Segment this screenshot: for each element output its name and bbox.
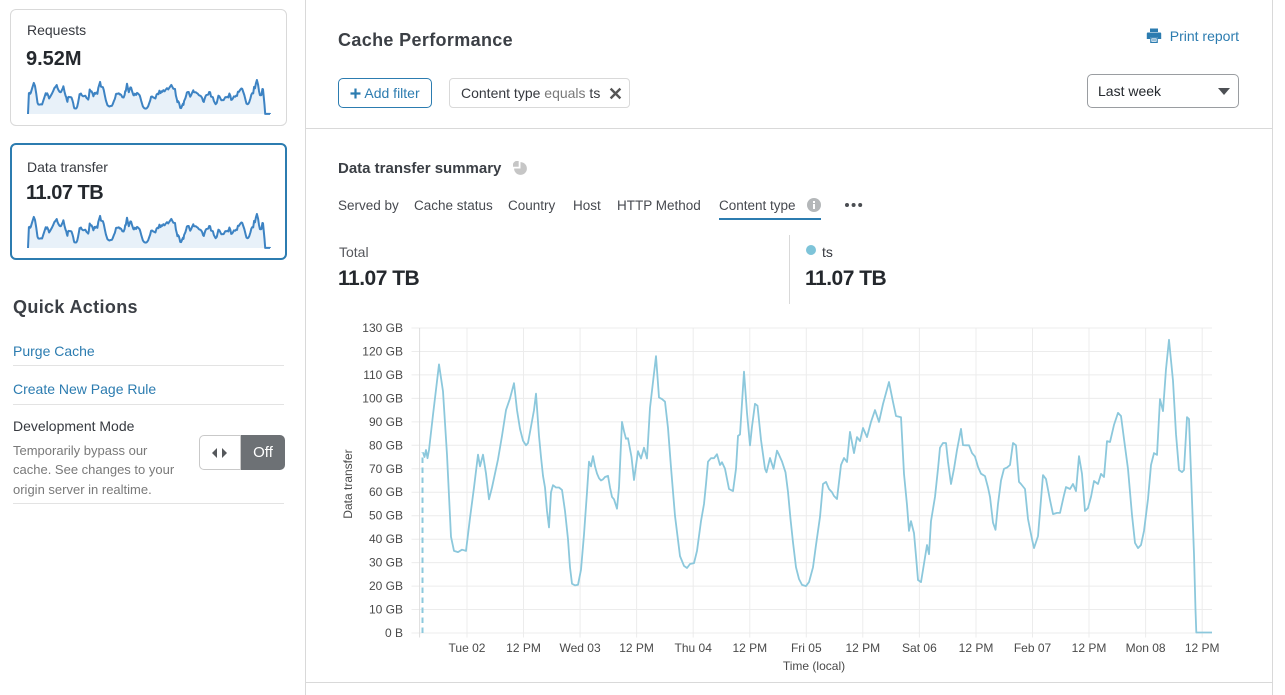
- svg-text:12 PM: 12 PM: [845, 641, 880, 655]
- svg-text:0 B: 0 B: [385, 626, 403, 640]
- svg-text:110 GB: 110 GB: [363, 368, 403, 382]
- svg-text:Feb 07: Feb 07: [1014, 641, 1052, 655]
- svg-text:Time (local): Time (local): [783, 659, 845, 673]
- svg-text:Thu 04: Thu 04: [675, 641, 713, 655]
- svg-text:60 GB: 60 GB: [369, 485, 403, 499]
- svg-text:12 PM: 12 PM: [959, 641, 994, 655]
- svg-text:12 PM: 12 PM: [732, 641, 767, 655]
- svg-text:70 GB: 70 GB: [369, 462, 403, 476]
- svg-text:130 GB: 130 GB: [362, 321, 403, 335]
- svg-text:30 GB: 30 GB: [369, 556, 403, 570]
- svg-text:90 GB: 90 GB: [369, 415, 403, 429]
- svg-text:Sat 06: Sat 06: [902, 641, 937, 655]
- svg-text:Data transfer: Data transfer: [341, 449, 355, 518]
- svg-text:Mon 08: Mon 08: [1126, 641, 1166, 655]
- svg-text:12 PM: 12 PM: [1185, 641, 1220, 655]
- svg-text:Fri 05: Fri 05: [791, 641, 822, 655]
- svg-text:80 GB: 80 GB: [369, 438, 403, 452]
- svg-text:12 PM: 12 PM: [506, 641, 541, 655]
- svg-text:100 GB: 100 GB: [362, 391, 403, 405]
- svg-text:120 GB: 120 GB: [362, 345, 403, 359]
- svg-text:50 GB: 50 GB: [369, 509, 403, 523]
- svg-text:Tue 02: Tue 02: [449, 641, 486, 655]
- svg-text:40 GB: 40 GB: [369, 532, 403, 546]
- svg-text:12 PM: 12 PM: [1072, 641, 1107, 655]
- svg-text:10 GB: 10 GB: [369, 603, 403, 617]
- svg-text:Wed 03: Wed 03: [560, 641, 601, 655]
- svg-text:20 GB: 20 GB: [369, 579, 403, 593]
- svg-text:12 PM: 12 PM: [619, 641, 654, 655]
